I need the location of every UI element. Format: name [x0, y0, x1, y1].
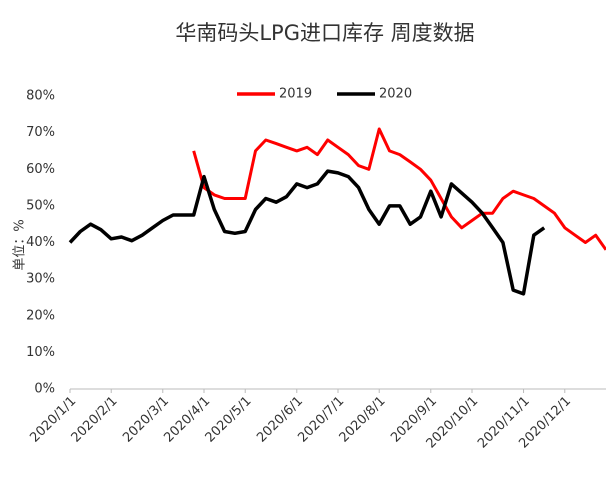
legend-label: 2019: [279, 87, 312, 102]
y-tick-label: 70%: [26, 125, 55, 140]
legend-label: 2020: [379, 87, 412, 102]
y-tick-label: 30%: [26, 272, 55, 287]
y-tick-label: 10%: [26, 345, 55, 360]
series-line: [68, 169, 546, 296]
y-tick-label: 20%: [26, 308, 55, 323]
y-tick-label: 60%: [26, 162, 55, 177]
y-tick-label: 80%: [26, 89, 55, 104]
y-tick-label: 0%: [34, 382, 55, 397]
y-tick-label: 50%: [26, 198, 55, 213]
y-tick-label: 40%: [26, 235, 55, 250]
series-line: [192, 127, 606, 251]
chart-title: 华南码头LPG进口库存 周度数据: [175, 21, 474, 45]
y-axis-label: 单位：%: [13, 219, 28, 270]
